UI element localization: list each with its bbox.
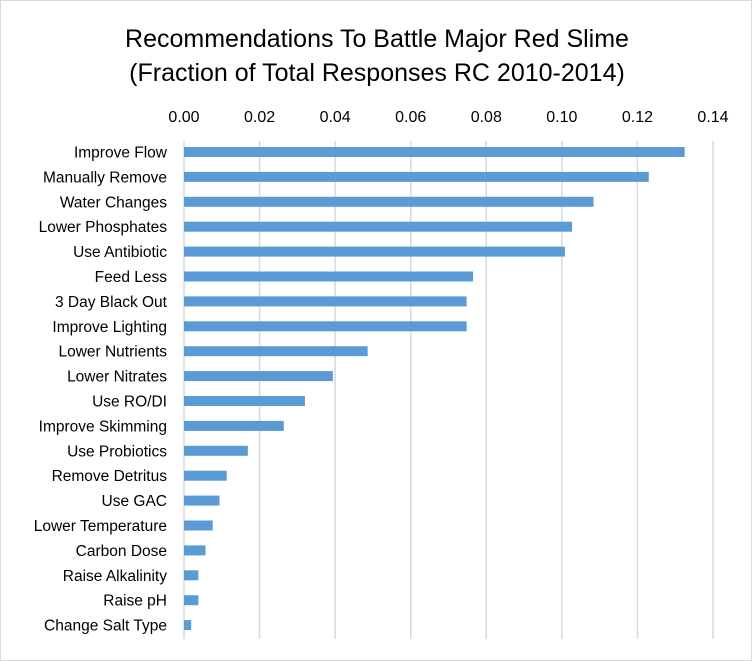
bar-water-changes [184,196,594,207]
gridlines [183,141,714,639]
category-label: Use Antibiotic [73,244,167,261]
category-label: Improve Skimming [39,418,167,435]
category-label: Manually Remove [43,169,167,186]
bar-raise-ph [184,595,199,606]
x-axis-ticks: 0.00 0.02 0.04 0.06 0.08 0.10 0.12 0.14 [168,109,728,126]
x-tick-label: 0.00 [168,109,199,126]
bar-use-probiotics [184,445,248,456]
x-tick-label: 0.08 [471,109,502,126]
bar-carbon-dose [184,545,206,556]
category-label: Change Salt Type [44,618,167,635]
bar-improve-lighting [184,321,467,332]
category-label: Raise pH [103,593,167,610]
category-label: Use GAC [102,493,167,510]
bar-use-ro-di [184,396,305,406]
category-label: Remove Detritus [52,468,168,485]
chart-subtitle: (Fraction of Total Responses RC 2010-201… [129,59,625,87]
bar-lower-nitrates [184,371,333,382]
category-label: Feed Less [95,269,168,286]
x-tick-label: 0.12 [622,109,653,126]
x-tick-label: 0.14 [697,109,728,126]
x-tick-label: 0.06 [395,109,426,126]
bar-lower-nutrients [184,346,368,357]
bar-feed-less [184,271,474,282]
category-label: Lower Phosphates [39,219,168,236]
category-label: Raise Alkalinity [63,568,167,585]
bars [184,147,685,631]
category-label: Lower Temperature [34,518,167,535]
category-label: Lower Nutrients [58,344,167,361]
category-labels: Improve Flow Manually Remove Water Changes… [34,145,168,635]
bar-3-day-black-out [184,296,467,307]
bar-remove-detritus [184,470,227,481]
category-label: Use RO/DI [92,394,167,411]
x-tick-label: 0.10 [546,109,577,126]
bar-use-antibiotic [184,246,565,257]
bar-change-salt-type [184,620,192,631]
category-label: Improve Flow [74,145,168,162]
category-label: Lower Nitrates [67,369,167,386]
category-label: Improve Lighting [52,319,167,336]
category-label: Carbon Dose [76,543,167,560]
bar-lower-phosphates [184,221,573,232]
category-label: 3 Day Black Out [55,294,168,311]
category-label: Water Changes [60,194,167,211]
bar-use-gac [184,495,220,506]
bar-improve-skimming [184,420,284,431]
x-tick-label: 0.04 [320,109,351,126]
chart-title: Recommendations To Battle Major Red Slim… [125,25,629,53]
bar-lower-temperature [184,520,213,531]
category-label: Use Probiotics [67,443,167,460]
x-tick-label: 0.02 [244,109,275,126]
bar-improve-flow [184,147,685,157]
bar-manually-remove [184,171,649,182]
bar-raise-alkalinity [184,570,199,581]
